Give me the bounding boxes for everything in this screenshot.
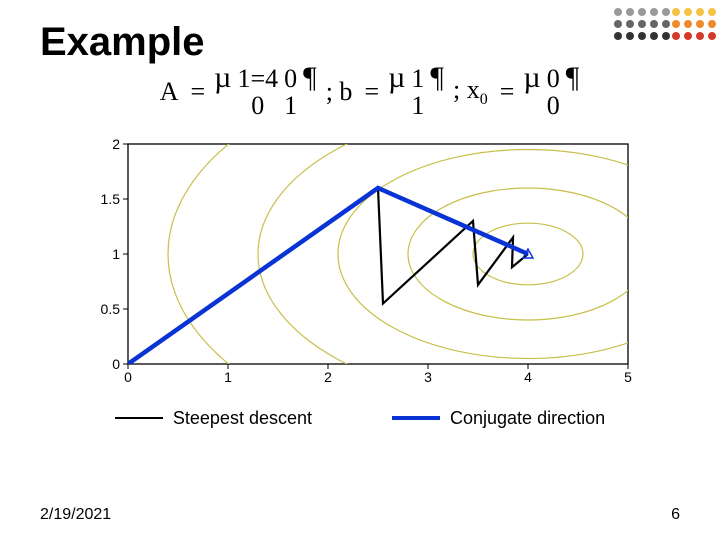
decor-dot [626,8,634,16]
vector-cell: 1 [411,65,424,92]
eq-sign: = [187,77,208,107]
equation-row: A = µ 1=4 0 0 1 ¶ ; b = µ 1 1 ¶ ; x0 = µ… [56,65,680,120]
bracket-mu: µ [523,61,540,95]
decor-dot [708,32,716,40]
svg-text:1: 1 [224,369,232,385]
decor-dot [672,32,680,40]
decor-dot [614,8,622,16]
vector-cell: 0 [547,65,560,92]
decor-dots-left [614,8,670,40]
decor-dot [614,20,622,28]
bracket-pilcrow: ¶ [303,61,317,95]
decor-dot [696,32,704,40]
legend-item-conjugate: Conjugate direction [392,408,605,429]
decor-dot [708,8,716,16]
matrix-cell: 1=4 [237,65,278,92]
legend-label: Steepest descent [173,408,312,429]
decor-dots-right [672,8,720,40]
matrix-cell: 1 [284,92,297,119]
decor-dot [662,20,670,28]
vector-cell: 0 [547,92,560,119]
decor-dot [696,8,704,16]
footer-page: 6 [671,506,680,524]
chart-svg: 0 1 2 3 4 5 0 0.5 1 1.5 2 [80,134,640,394]
bracket-pilcrow: ¶ [566,61,580,95]
svg-text:4: 4 [524,369,532,385]
vector-b: 1 1 [411,65,424,120]
decor-dot [672,8,680,16]
svg-text:1.5: 1.5 [101,191,121,207]
decor-dot [650,8,658,16]
legend-swatch-conjugate [392,416,440,420]
legend-label: Conjugate direction [450,408,605,429]
vector-cell: 1 [411,92,424,119]
svg-text:2: 2 [324,369,332,385]
eq-b-label: ; b [323,77,356,107]
svg-text:2: 2 [112,136,120,152]
decor-dot [638,8,646,16]
page-title: Example [40,20,680,65]
eq-x-sub: 0 [480,91,488,108]
decor-dot [684,20,692,28]
contour-chart: 0 1 2 3 4 5 0 0.5 1 1.5 2 [80,134,640,394]
matrix-A-col1: 1=4 0 [237,65,278,120]
eq-A-label: A [157,77,182,107]
decor-dot [650,32,658,40]
matrix-cell: 0 [284,65,297,92]
decor-dot [684,8,692,16]
matrix-cell: 0 [251,92,264,119]
decor-dot [696,20,704,28]
bracket-mu: µ [388,61,405,95]
legend: Steepest descent Conjugate direction [40,408,680,429]
decor-dot [626,32,634,40]
legend-item-steepest: Steepest descent [115,408,312,429]
svg-text:1: 1 [112,246,120,262]
bracket-pilcrow: ¶ [430,61,444,95]
eq-sign: = [497,77,518,107]
decor-dot [662,8,670,16]
decor-dot [638,20,646,28]
eq-sign: = [361,77,382,107]
footer: 2/19/2021 6 [40,506,680,524]
legend-swatch-steepest [115,417,163,419]
decor-dot [708,20,716,28]
eq-x-text: ; x [453,75,480,104]
decor-dot [614,32,622,40]
vector-x0: 0 0 [547,65,560,120]
decor-dot [650,20,658,28]
svg-text:3: 3 [424,369,432,385]
eq-x-label: ; x0 [450,75,491,109]
bracket-mu: µ [214,61,231,95]
decor-dot [672,20,680,28]
svg-text:0.5: 0.5 [101,301,121,317]
footer-date: 2/19/2021 [40,506,111,524]
slide: Example A = µ 1=4 0 0 1 ¶ ; b = µ 1 1 ¶ … [0,0,720,540]
svg-text:5: 5 [624,369,632,385]
decor-dot [662,32,670,40]
decor-dot [684,32,692,40]
svg-text:0: 0 [112,356,120,372]
svg-text:0: 0 [124,369,132,385]
decor-dot [638,32,646,40]
matrix-A-col2: 0 1 [284,65,297,120]
decor-dot [626,20,634,28]
